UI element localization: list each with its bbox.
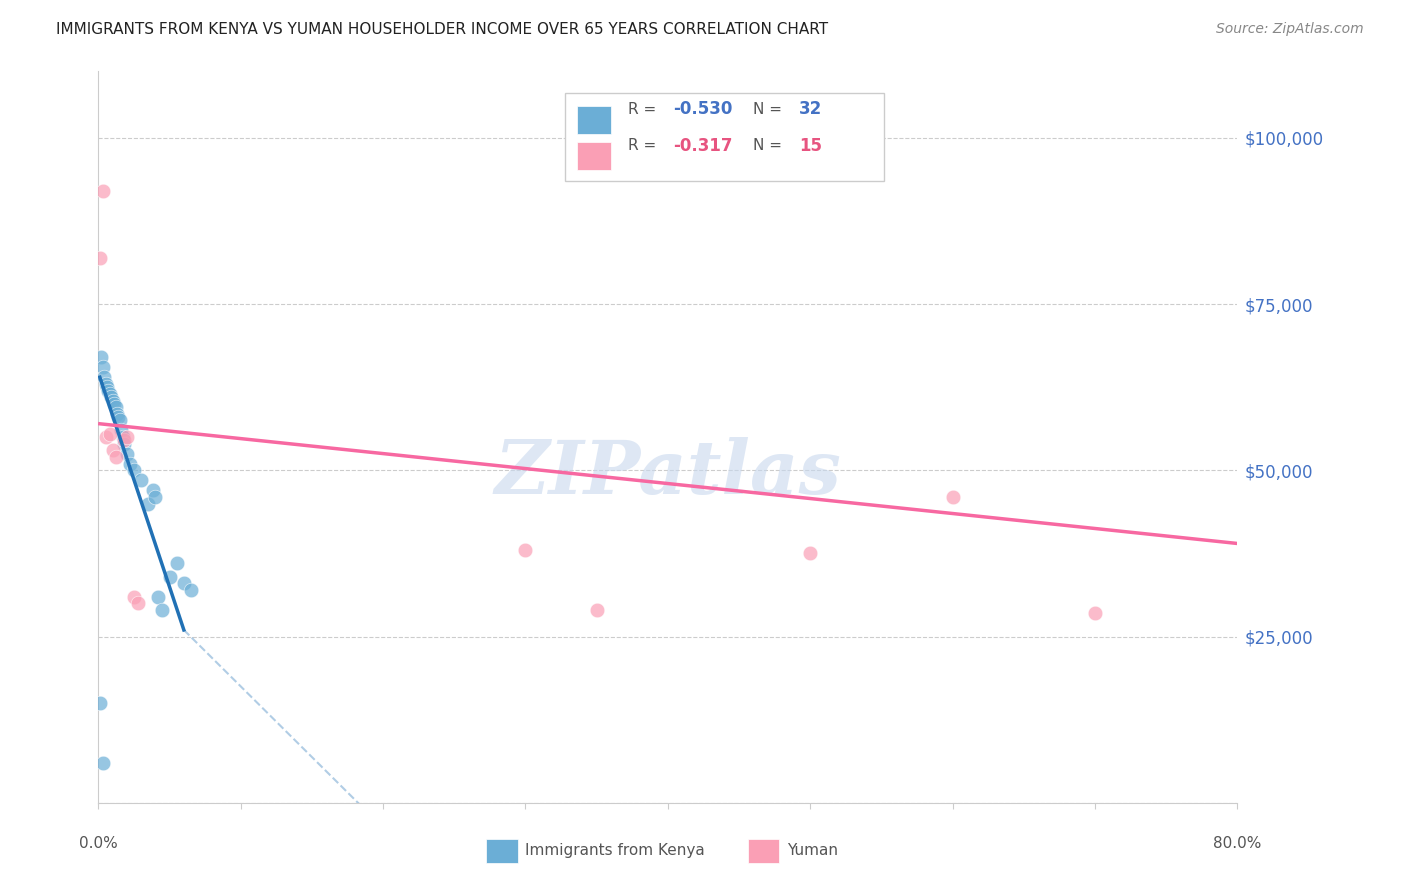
Text: 32: 32 bbox=[799, 101, 823, 119]
Point bbox=[104, 400, 127, 414]
Text: -0.317: -0.317 bbox=[673, 137, 733, 155]
FancyBboxPatch shape bbox=[576, 106, 610, 134]
Text: ZIPatlas: ZIPatlas bbox=[495, 437, 841, 510]
Point bbox=[136, 497, 159, 511]
Point bbox=[1084, 607, 1107, 621]
Text: IMMIGRANTS FROM KENYA VS YUMAN HOUSEHOLDER INCOME OVER 65 YEARS CORRELATION CHAR: IMMIGRANTS FROM KENYA VS YUMAN HOUSEHOLD… bbox=[56, 22, 828, 37]
FancyBboxPatch shape bbox=[485, 839, 517, 863]
Point bbox=[173, 576, 195, 591]
Text: Immigrants from Kenya: Immigrants from Kenya bbox=[526, 843, 706, 858]
Point bbox=[94, 376, 117, 391]
Point bbox=[585, 603, 607, 617]
Point bbox=[148, 590, 170, 604]
Point bbox=[103, 397, 125, 411]
Point bbox=[90, 351, 112, 365]
Point bbox=[129, 473, 152, 487]
FancyBboxPatch shape bbox=[576, 143, 610, 170]
Point bbox=[91, 360, 114, 375]
Point bbox=[145, 490, 167, 504]
Point bbox=[180, 582, 202, 597]
Point bbox=[96, 380, 118, 394]
Point bbox=[112, 436, 135, 450]
Point bbox=[127, 596, 149, 610]
Point bbox=[97, 384, 120, 398]
Point bbox=[91, 184, 114, 198]
Point bbox=[115, 430, 138, 444]
Point bbox=[122, 463, 145, 477]
Text: R =: R = bbox=[628, 102, 661, 117]
Point bbox=[98, 426, 121, 441]
Text: 15: 15 bbox=[799, 137, 823, 155]
Text: R =: R = bbox=[628, 138, 666, 153]
Point bbox=[152, 603, 174, 617]
Point bbox=[799, 546, 821, 560]
Text: Source: ZipAtlas.com: Source: ZipAtlas.com bbox=[1216, 22, 1364, 37]
Point bbox=[89, 251, 111, 265]
Text: 0.0%: 0.0% bbox=[79, 836, 118, 851]
Point bbox=[110, 424, 132, 438]
Point bbox=[91, 756, 114, 770]
Point bbox=[100, 390, 122, 404]
Point bbox=[101, 443, 124, 458]
Point bbox=[89, 696, 111, 710]
Point bbox=[107, 410, 129, 425]
Point bbox=[111, 430, 134, 444]
Point bbox=[515, 543, 537, 558]
Text: 80.0%: 80.0% bbox=[1213, 836, 1261, 851]
Point bbox=[166, 557, 188, 571]
Point bbox=[94, 430, 117, 444]
Point bbox=[105, 407, 128, 421]
Text: -0.530: -0.530 bbox=[673, 101, 733, 119]
Point bbox=[112, 434, 135, 448]
Point bbox=[104, 450, 127, 464]
Point bbox=[93, 370, 115, 384]
Text: Yuman: Yuman bbox=[787, 843, 838, 858]
Text: N =: N = bbox=[754, 138, 787, 153]
Point bbox=[115, 447, 138, 461]
Point bbox=[141, 483, 163, 498]
Point bbox=[159, 570, 181, 584]
Point bbox=[942, 490, 965, 504]
FancyBboxPatch shape bbox=[748, 839, 779, 863]
Point bbox=[101, 393, 124, 408]
Point bbox=[98, 387, 121, 401]
Point bbox=[118, 457, 141, 471]
Point bbox=[108, 413, 131, 427]
FancyBboxPatch shape bbox=[565, 94, 884, 181]
Point bbox=[122, 590, 145, 604]
Text: N =: N = bbox=[754, 102, 787, 117]
